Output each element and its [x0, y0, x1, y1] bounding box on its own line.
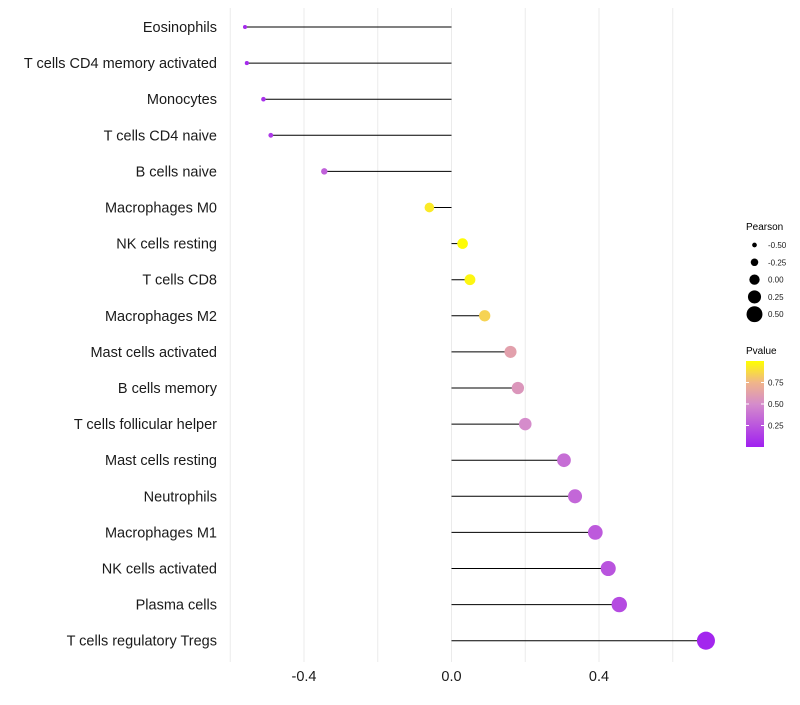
y-axis-labels: Eosinophils T cells CD4 memory activated M… — [24, 20, 218, 650]
pearson-legend: Pearson -0.50 -0.25 0.00 0.25 0.50 — [746, 222, 787, 323]
pearson-legend-key — [746, 306, 763, 323]
y-tick-label: Mast cells resting — [105, 453, 217, 469]
pearson-legend-label: -0.50 — [768, 241, 787, 250]
y-tick-label: Mast cells activated — [90, 345, 217, 361]
y-tick-label: T cells follicular helper — [74, 417, 217, 433]
y-tick-label: Plasma cells — [136, 598, 217, 614]
y-tick-label: Macrophages M2 — [105, 309, 217, 325]
data-point — [457, 238, 468, 249]
data-point — [321, 168, 328, 175]
y-tick-label: T cells CD4 memory activated — [24, 56, 217, 72]
data-point — [261, 96, 266, 102]
x-tick-label: -0.4 — [292, 669, 317, 685]
x-axis-labels: -0.4 0.0 0.4 — [292, 669, 610, 685]
data-point — [567, 489, 583, 504]
y-tick-label: Macrophages M1 — [105, 525, 217, 541]
pvalue-legend-label: 0.25 — [768, 422, 784, 431]
data-point — [479, 310, 491, 322]
y-tick-label: T cells CD4 naive — [104, 128, 217, 144]
pearson-legend-title: Pearson — [746, 222, 783, 233]
y-tick-label: Eosinophils — [143, 20, 217, 36]
pearson-legend-key — [752, 242, 757, 248]
pvalue-legend-label: 0.50 — [768, 400, 784, 409]
data-point — [600, 560, 616, 577]
pearson-legend-key — [747, 290, 762, 304]
x-tick-label: 0.4 — [589, 669, 609, 685]
y-tick-label: NK cells activated — [102, 562, 217, 578]
y-tick-label: Neutrophils — [144, 489, 217, 505]
data-point — [244, 61, 249, 66]
data-point — [518, 417, 532, 431]
y-tick-label: T cells regulatory Tregs — [67, 634, 217, 650]
y-tick-label: Macrophages M0 — [105, 201, 217, 217]
grid-lines — [229, 8, 674, 662]
data-point — [424, 202, 435, 213]
pearson-legend-label: 0.25 — [768, 293, 784, 302]
data-points — [242, 24, 715, 650]
data-point — [268, 132, 274, 138]
pvalue-legend-title: Pvalue — [746, 346, 777, 357]
pearson-legend-label: 0.00 — [768, 276, 784, 285]
y-tick-label: NK cells resting — [116, 237, 217, 253]
data-point — [557, 453, 571, 468]
pvalue-colorbar — [746, 361, 764, 447]
pearson-legend-label: 0.50 — [768, 310, 784, 319]
x-tick-label: 0.0 — [441, 669, 461, 685]
y-tick-label: B cells memory — [118, 381, 218, 397]
data-point — [611, 596, 627, 613]
data-point — [696, 631, 715, 650]
data-point — [464, 274, 476, 286]
pvalue-legend-label: 0.75 — [768, 379, 784, 388]
pearson-legend-label: -0.25 — [768, 258, 787, 267]
data-point — [242, 24, 248, 30]
data-point — [511, 381, 525, 395]
stems — [245, 26, 706, 642]
y-tick-label: T cells CD8 — [142, 273, 217, 289]
pvalue-legend: Pvalue 0.75 0.50 0.25 — [746, 346, 784, 447]
y-tick-label: B cells naive — [136, 164, 217, 180]
data-point — [504, 345, 517, 358]
pearson-legend-key — [750, 258, 759, 267]
y-tick-label: Monocytes — [147, 92, 217, 108]
data-point — [587, 525, 603, 540]
pearson-legend-key — [749, 274, 760, 285]
